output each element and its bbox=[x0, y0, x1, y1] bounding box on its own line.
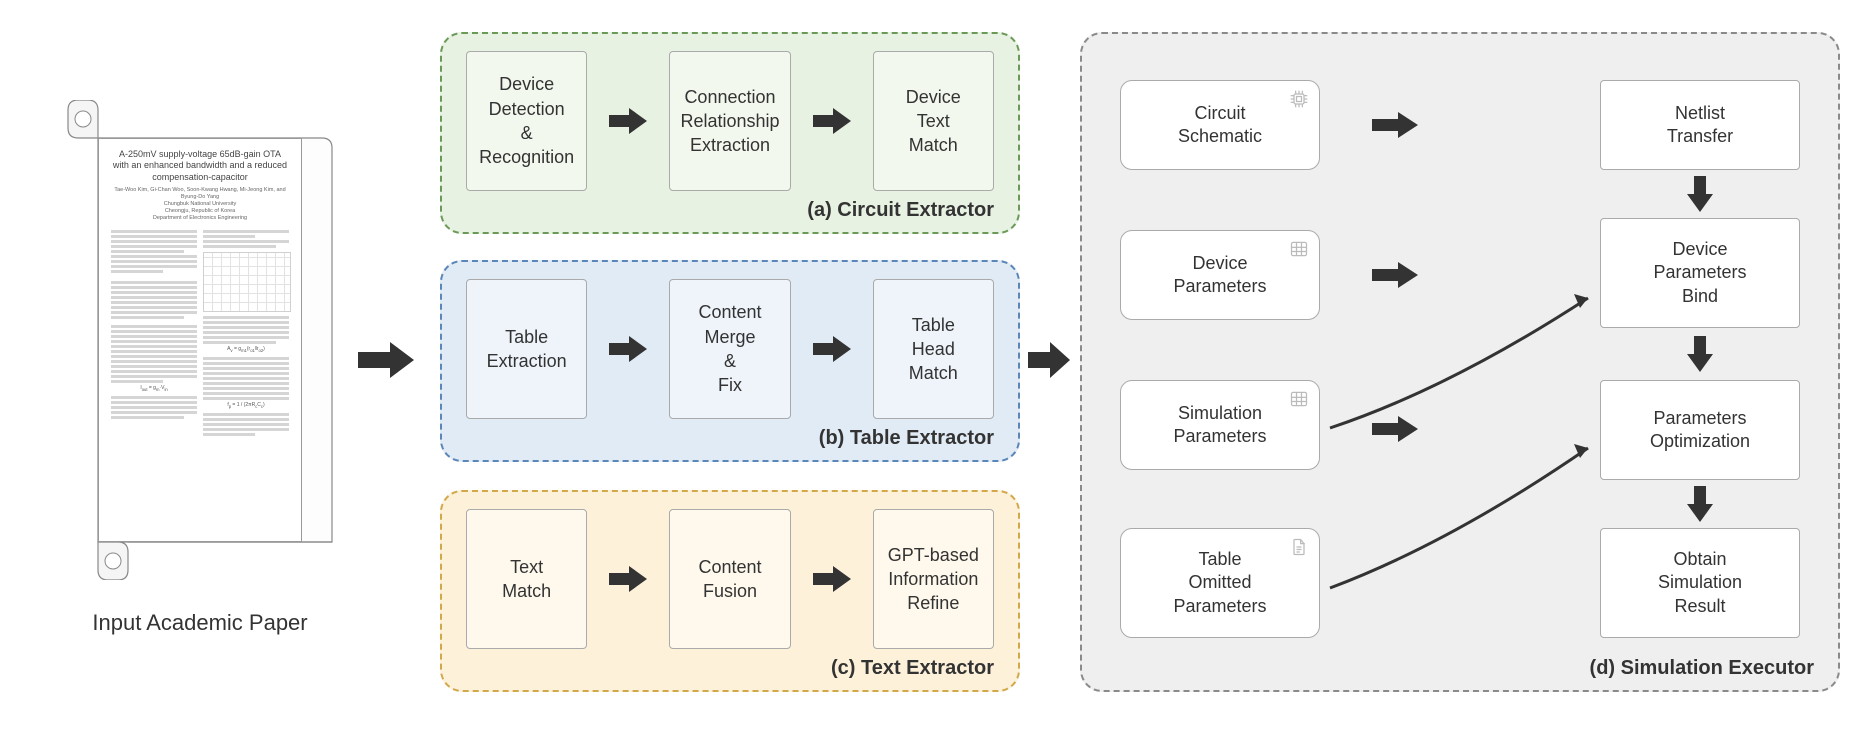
box-params-optimization: ParametersOptimization bbox=[1600, 380, 1800, 480]
arrow-icon bbox=[1370, 110, 1420, 140]
arrow-down-icon bbox=[1685, 484, 1715, 524]
arrow-icon bbox=[811, 334, 853, 364]
card-table-omitted-parameters: TableOmittedParameters bbox=[1120, 528, 1320, 638]
paper-authors: Tae-Woo Kim, Gi-Chan Woo, Soon-Kwang Hwa… bbox=[111, 187, 289, 223]
module-label: (d) Simulation Executor bbox=[1590, 657, 1814, 680]
table-icon bbox=[1289, 239, 1309, 265]
arrow-down-icon bbox=[1685, 174, 1715, 214]
module-text-extractor: TextMatch ContentFusion GPT-basedInforma… bbox=[440, 490, 1020, 692]
curve-arrow-icon bbox=[1320, 418, 1600, 598]
input-paper: A-250mV supply-voltage 65dB-gain OTA wit… bbox=[60, 100, 340, 580]
step-text-match: TextMatch bbox=[466, 509, 587, 649]
arrow-icon bbox=[811, 106, 853, 136]
step-device-detection: DeviceDetection&Recognition bbox=[466, 51, 587, 191]
arrow-icon bbox=[607, 564, 649, 594]
pipeline-diagram: A-250mV supply-voltage 65dB-gain OTA wit… bbox=[20, 20, 1840, 720]
arrow-extractors-to-sim bbox=[1026, 340, 1072, 380]
box-obtain-sim-result: ObtainSimulationResult bbox=[1600, 528, 1800, 638]
module-circuit-extractor: DeviceDetection&Recognition ConnectionRe… bbox=[440, 32, 1020, 234]
arrow-icon bbox=[607, 334, 649, 364]
arrow-input-to-extractors bbox=[356, 340, 416, 380]
arrow-down-icon bbox=[1685, 334, 1715, 374]
module-label: (b) Table Extractor bbox=[819, 427, 994, 450]
paper-page: A-250mV supply-voltage 65dB-gain OTA wit… bbox=[98, 138, 302, 542]
module-label: (a) Circuit Extractor bbox=[807, 199, 994, 222]
card-device-parameters: DeviceParameters bbox=[1120, 230, 1320, 320]
paper-columns: Iout = gm·Vin Av = gm1(ro1‖ro2) fp = 1 /… bbox=[111, 230, 289, 438]
document-icon bbox=[1289, 537, 1309, 563]
module-table-extractor: TableExtraction ContentMerge&Fix TableHe… bbox=[440, 260, 1020, 462]
arrow-icon bbox=[811, 564, 853, 594]
step-table-extraction: TableExtraction bbox=[466, 279, 587, 419]
arrow-icon bbox=[607, 106, 649, 136]
table-icon bbox=[1289, 389, 1309, 415]
box-netlist-transfer: NetlistTransfer bbox=[1600, 80, 1800, 170]
module-label: (c) Text Extractor bbox=[831, 657, 994, 680]
paper-title: A-250mV supply-voltage 65dB-gain OTA wit… bbox=[111, 149, 289, 183]
step-connection-extraction: ConnectionRelationshipExtraction bbox=[669, 51, 790, 191]
card-simulation-parameters: SimulationParameters bbox=[1120, 380, 1320, 470]
step-content-merge-fix: ContentMerge&Fix bbox=[669, 279, 790, 419]
input-caption: Input Academic Paper bbox=[60, 610, 340, 636]
step-device-text-match: DeviceTextMatch bbox=[873, 51, 994, 191]
box-device-params-bind: DeviceParametersBind bbox=[1600, 218, 1800, 328]
step-gpt-refine: GPT-basedInformationRefine bbox=[873, 509, 994, 649]
curve-arrow-icon bbox=[1320, 268, 1600, 438]
step-content-fusion: ContentFusion bbox=[669, 509, 790, 649]
step-table-head-match: TableHeadMatch bbox=[873, 279, 994, 419]
chip-icon bbox=[1289, 89, 1309, 115]
module-simulation-executor: CircuitSchematic DeviceParameters Simula… bbox=[1080, 32, 1840, 692]
card-circuit-schematic: CircuitSchematic bbox=[1120, 80, 1320, 170]
